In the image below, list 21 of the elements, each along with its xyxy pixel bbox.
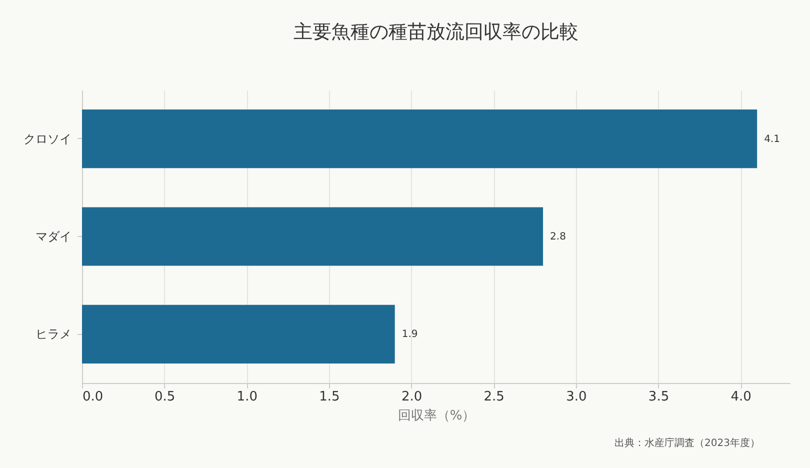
y-tick-label: ヒラメ (36, 327, 72, 342)
bar (82, 110, 758, 168)
x-tick-label: 1.5 (319, 390, 340, 404)
x-tick-label: 4.0 (730, 390, 752, 404)
bar (82, 207, 544, 266)
data-label: 4.1 (764, 134, 780, 145)
x-tick-label: 2.5 (484, 390, 504, 404)
chart-title: 主要魚種の種苗放流回収率の比較 (294, 21, 578, 43)
x-tick-label: 3.0 (566, 390, 587, 404)
x-tick-label: 3.5 (648, 390, 670, 404)
x-tick-label: 0.0 (82, 390, 104, 404)
y-tick-label: マダイ (36, 230, 72, 244)
y-tick-label: クロソイ (24, 132, 72, 146)
x-tick-label: 1.0 (236, 390, 258, 404)
data-label: 1.9 (402, 329, 418, 340)
x-tick-label: 0.5 (154, 390, 176, 404)
x-axis-title: 回収率（%） (398, 408, 476, 424)
x-tick-label: 2.0 (401, 390, 422, 404)
data-label: 2.8 (550, 232, 566, 242)
source-note: 出典：水産庁調査（2023年度） (614, 436, 760, 450)
bar (82, 304, 395, 364)
